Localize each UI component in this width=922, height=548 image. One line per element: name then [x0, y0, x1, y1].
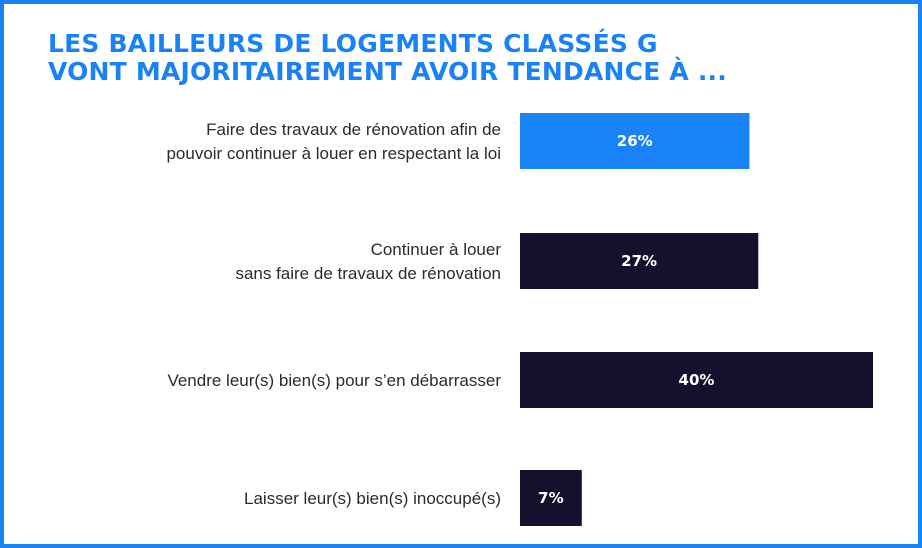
bar-3 [520, 352, 873, 408]
category-label-4-line-1: Laisser leur(s) bien(s) inoccupé(s) [244, 489, 501, 508]
category-label-1-line-2: pouvoir continuer à louer en respectant … [166, 144, 501, 163]
bar-value-label-2: 27% [621, 252, 657, 270]
bar-value-label-3: 40% [679, 371, 715, 389]
chart-title-line-2: VONT MAJORITAIREMENT AVOIR TENDANCE À ..… [48, 57, 727, 86]
bar-1 [520, 113, 750, 169]
chart-title-line-1: LES BAILLEURS DE LOGEMENTS CLASSÉS G [48, 29, 658, 58]
bar-value-label-4: 7% [538, 489, 563, 507]
bar-value-label-1: 26% [617, 132, 653, 150]
category-label-2-line-1: Continuer à louer [371, 240, 502, 259]
category-label-3-line-1: Vendre leur(s) bien(s) pour s’en débarra… [167, 371, 501, 390]
category-label-2-line-2: sans faire de travaux de rénovation [235, 264, 501, 283]
bar-4 [520, 470, 582, 526]
chart-title: LES BAILLEURS DE LOGEMENTS CLASSÉS G VON… [48, 30, 727, 86]
category-label-1-line-1: Faire des travaux de rénovation afin de [206, 120, 501, 139]
bar-2 [520, 233, 759, 289]
